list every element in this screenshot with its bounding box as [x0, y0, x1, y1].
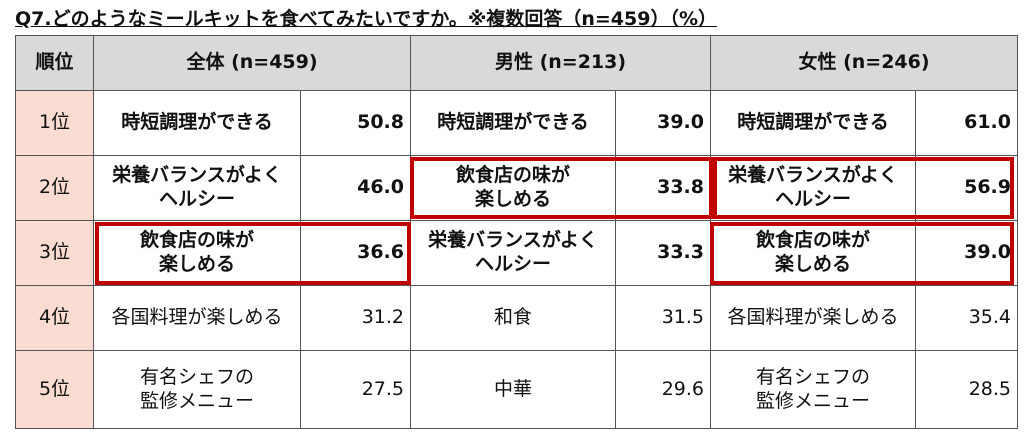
rank-cell: 1位: [15, 90, 94, 156]
item-value: 31.2: [300, 285, 411, 351]
header-cell: 全体 (n=459): [93, 35, 411, 91]
item-value: 27.5: [300, 350, 411, 429]
item-value: 33.8: [615, 155, 711, 221]
item-label: 飲食店の味が 楽しめる: [410, 155, 616, 221]
rank-cell: 5位: [15, 350, 94, 429]
item-label: 時短調理ができる: [410, 90, 616, 156]
header-cell: 順位: [15, 35, 94, 91]
header-cell: 女性 (n=246): [710, 35, 1018, 91]
header-cell: 男性 (n=213): [410, 35, 711, 91]
item-label: 栄養バランスがよく ヘルシー: [93, 155, 301, 221]
item-label: 飲食店の味が 楽しめる: [710, 220, 916, 286]
item-label: 時短調理ができる: [710, 90, 916, 156]
item-label: 各国料理が楽しめる: [710, 285, 916, 351]
item-value: 61.0: [915, 90, 1018, 156]
item-value: 35.4: [915, 285, 1018, 351]
title: Q7.どのようなミールキットを食べてみたいですか。※複数回答（n=459）（%）: [15, 8, 717, 30]
item-label: 各国料理が楽しめる: [93, 285, 301, 351]
rank-cell: 3位: [15, 220, 94, 286]
item-label: 栄養バランスがよく ヘルシー: [710, 155, 916, 221]
item-label: 有名シェフの 監修メニュー: [710, 350, 916, 429]
item-value: 33.3: [615, 220, 711, 286]
item-label: 時短調理ができる: [93, 90, 301, 156]
item-label: 栄養バランスがよく ヘルシー: [410, 220, 616, 286]
item-value: 50.8: [300, 90, 411, 156]
rank-cell: 4位: [15, 285, 94, 351]
item-value: 31.5: [615, 285, 711, 351]
item-label: 中華: [410, 350, 616, 429]
item-label: 飲食店の味が 楽しめる: [93, 220, 301, 286]
item-value: 28.5: [915, 350, 1018, 429]
item-label: 和食: [410, 285, 616, 351]
item-value: 39.0: [915, 220, 1018, 286]
item-value: 39.0: [615, 90, 711, 156]
item-value: 29.6: [615, 350, 711, 429]
item-label: 有名シェフの 監修メニュー: [93, 350, 301, 429]
item-value: 36.6: [300, 220, 411, 286]
rank-cell: 2位: [15, 155, 94, 221]
item-value: 56.9: [915, 155, 1018, 221]
item-value: 46.0: [300, 155, 411, 221]
